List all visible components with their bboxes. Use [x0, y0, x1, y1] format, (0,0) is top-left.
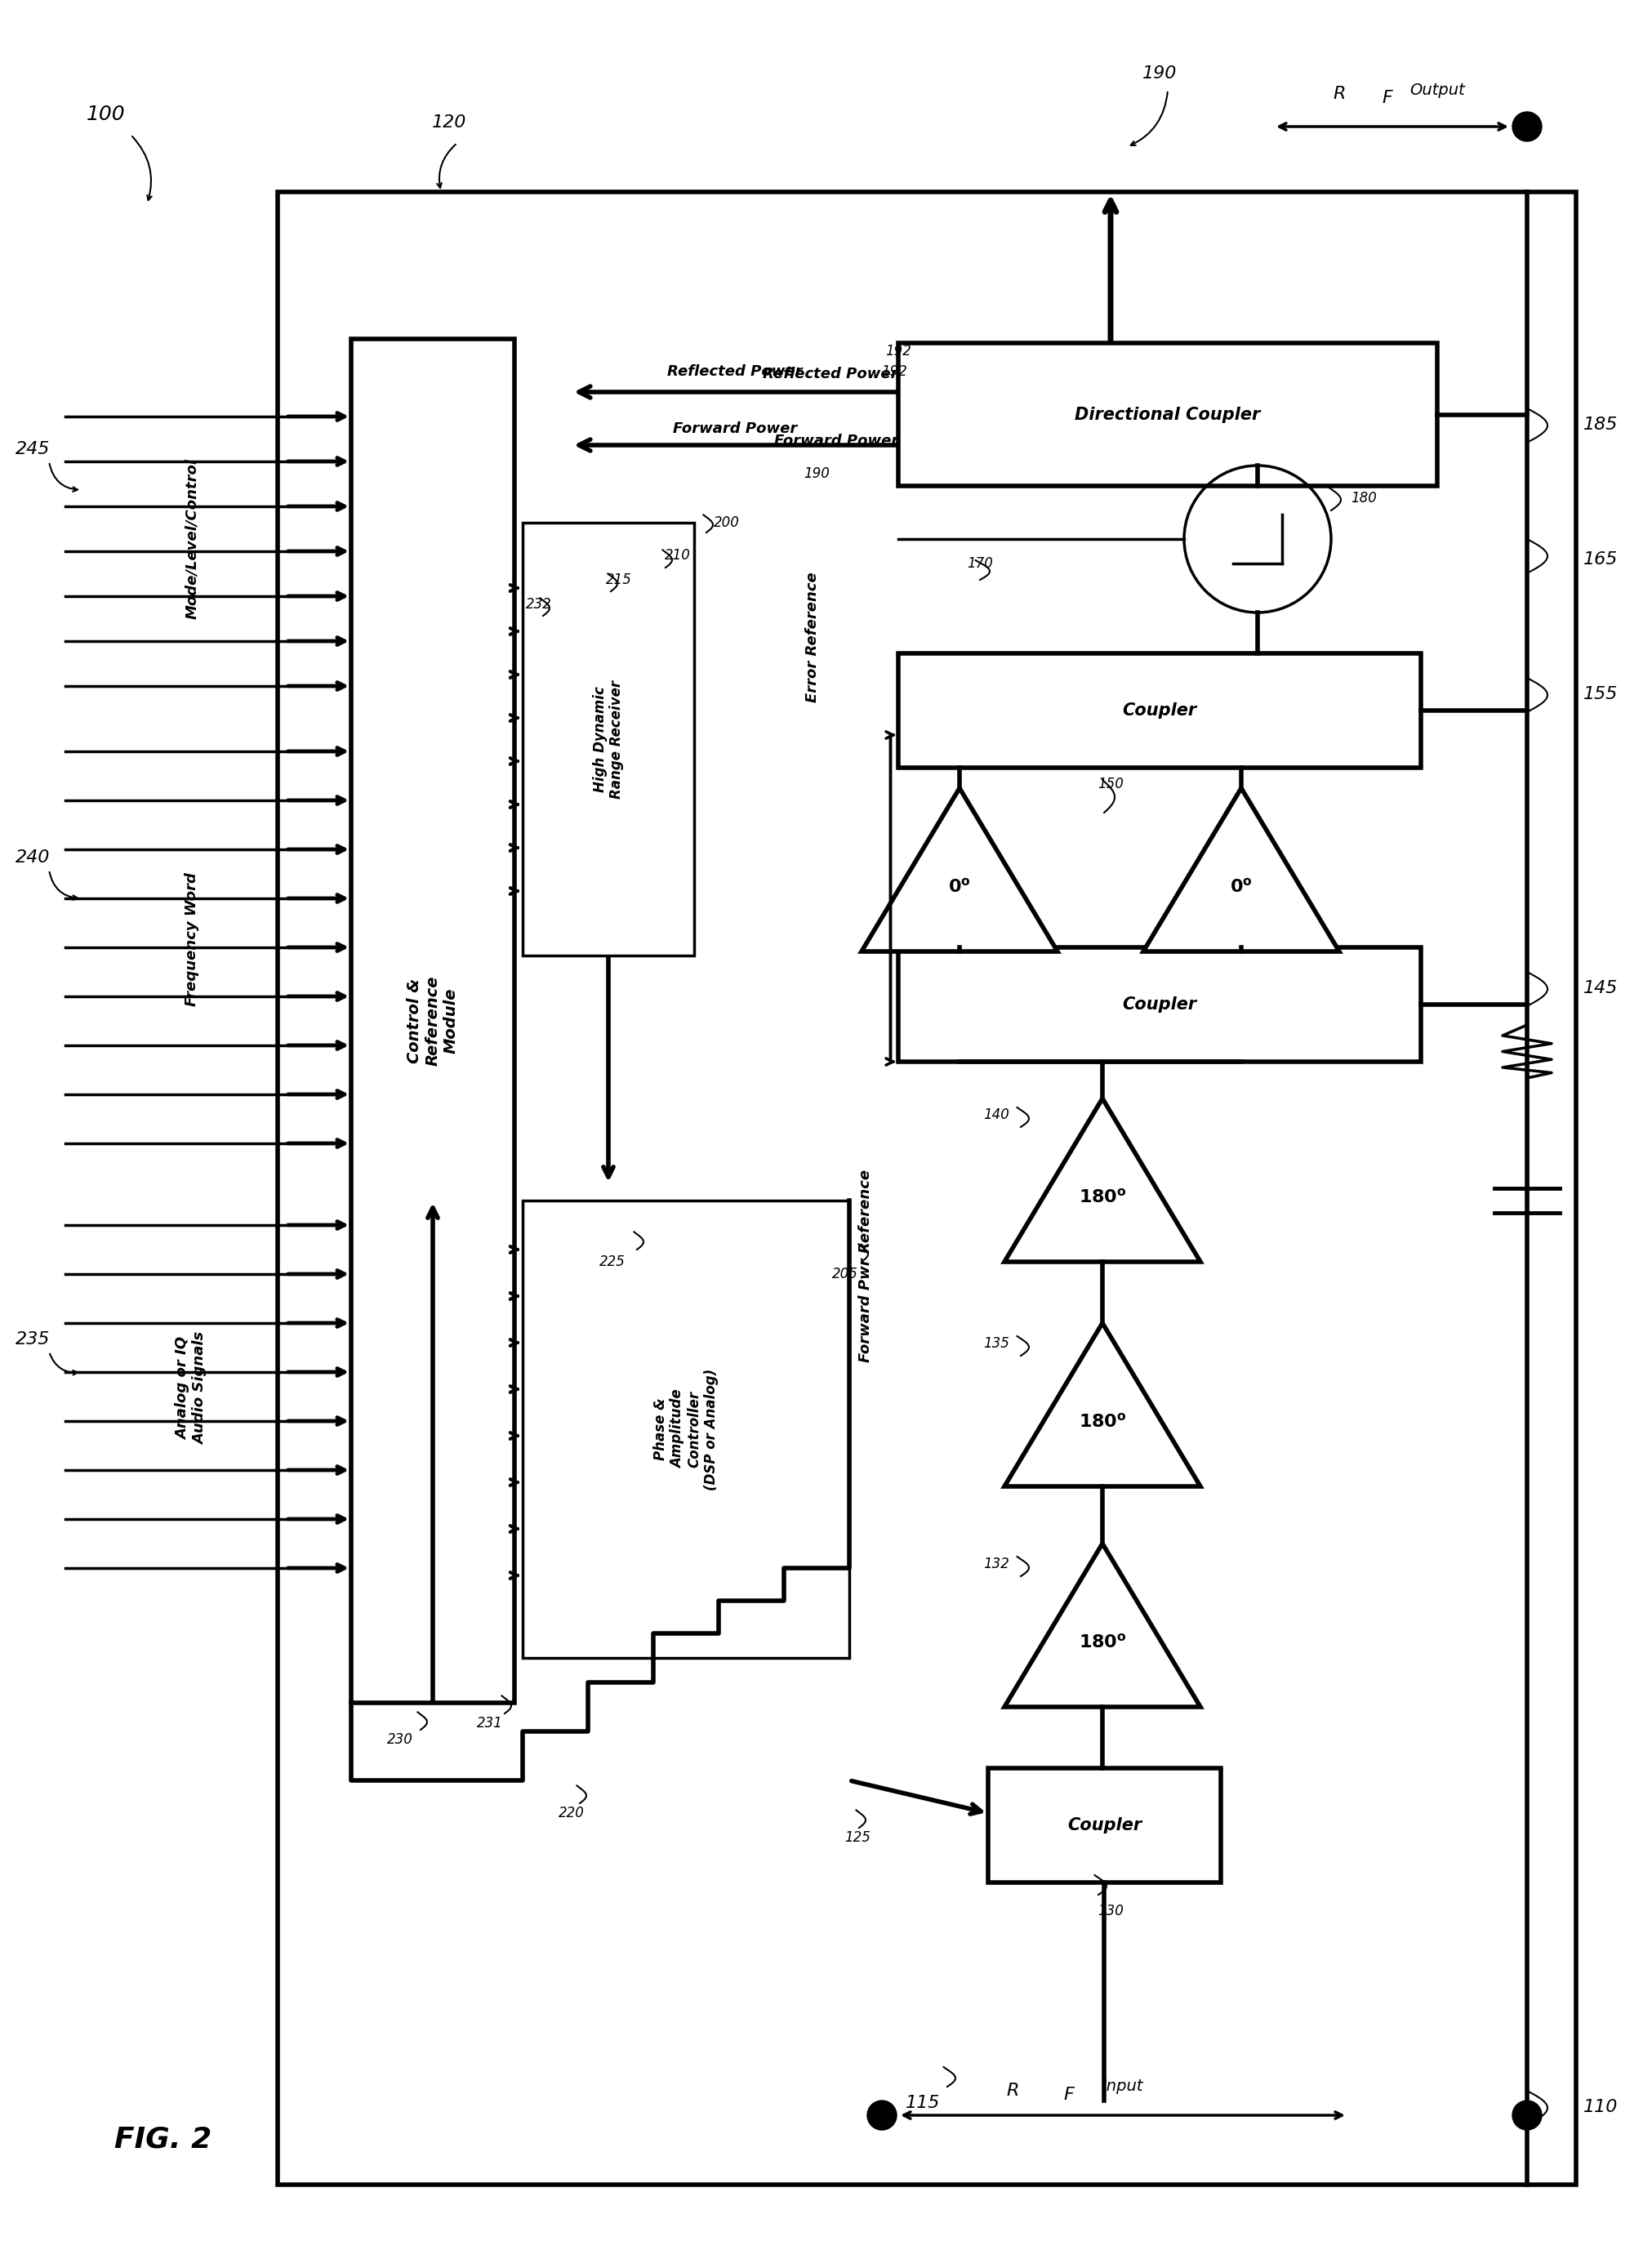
Text: 180: 180 — [1350, 490, 1376, 506]
Text: 135: 135 — [983, 1335, 1009, 1351]
Bar — [278, 192, 1576, 2184]
Text: 190: 190 — [1142, 66, 1176, 81]
Text: Reflected Power: Reflected Power — [763, 366, 897, 382]
Text: $\mathbf{0^o}$: $\mathbf{0^o}$ — [948, 876, 970, 895]
Text: Reflected Power: Reflected Power — [667, 364, 803, 380]
Text: Forward Pwr Reference: Forward Pwr Reference — [857, 1170, 872, 1362]
Circle shape — [867, 2101, 895, 2130]
Text: Coupler: Coupler — [1067, 1816, 1142, 1834]
Text: Output: Output — [1409, 81, 1464, 97]
Text: 132: 132 — [983, 1556, 1009, 1572]
Bar — [897, 947, 1421, 1062]
Text: 100: 100 — [86, 104, 126, 124]
Bar — [897, 343, 1437, 486]
Text: 235: 235 — [15, 1331, 50, 1349]
Text: $\mathit{F}$: $\mathit{F}$ — [1381, 90, 1394, 106]
Text: 165: 165 — [1583, 551, 1617, 567]
Text: 220: 220 — [558, 1805, 585, 1821]
Text: 110: 110 — [1583, 2099, 1617, 2114]
Text: 210: 210 — [664, 549, 691, 562]
Text: Mode/Level/Control: Mode/Level/Control — [185, 459, 200, 619]
Text: 231: 231 — [477, 1717, 502, 1730]
Text: Forward Power: Forward Power — [672, 422, 796, 436]
Text: Frequency Word: Frequency Word — [185, 872, 200, 1005]
Text: Coupler: Coupler — [1122, 996, 1196, 1012]
Text: Phase &
Amplitude
Controller
(DSP or Analog): Phase & Amplitude Controller (DSP or Ana… — [653, 1369, 719, 1491]
Text: 232: 232 — [525, 596, 552, 612]
Text: 170: 170 — [966, 556, 993, 572]
Polygon shape — [1004, 1098, 1199, 1263]
Polygon shape — [1004, 1324, 1199, 1486]
Text: Control &
Reference
Module: Control & Reference Module — [406, 976, 458, 1066]
Text: 120: 120 — [431, 115, 466, 131]
Bar — [988, 1769, 1221, 1882]
Text: Directional Coupler: Directional Coupler — [1074, 407, 1260, 422]
Text: 192: 192 — [881, 364, 907, 380]
Text: 205: 205 — [831, 1267, 857, 1281]
Text: Input: Input — [1102, 2078, 1143, 2094]
Text: 185: 185 — [1583, 416, 1617, 434]
Text: 230: 230 — [387, 1733, 413, 1746]
Text: 150: 150 — [1097, 777, 1123, 791]
Bar — [522, 522, 694, 956]
Text: Error Reference: Error Reference — [805, 572, 819, 703]
Text: High Dynamic
Range Receiver: High Dynamic Range Receiver — [591, 680, 624, 797]
Text: 130: 130 — [1097, 1904, 1123, 1918]
Text: 240: 240 — [15, 849, 50, 865]
Text: $\mathbf{180^o}$: $\mathbf{180^o}$ — [1079, 1188, 1125, 1206]
Text: FIG. 2: FIG. 2 — [114, 2126, 211, 2153]
Text: 245: 245 — [15, 441, 50, 456]
Text: 192: 192 — [885, 343, 910, 359]
Text: 200: 200 — [714, 515, 740, 531]
Text: 140: 140 — [983, 1107, 1009, 1123]
Text: 145: 145 — [1583, 980, 1617, 996]
Text: $\mathbf{0^o}$: $\mathbf{0^o}$ — [1229, 876, 1252, 895]
Polygon shape — [1143, 788, 1338, 951]
Polygon shape — [861, 788, 1057, 951]
Text: Coupler: Coupler — [1122, 703, 1196, 718]
Bar — [897, 653, 1421, 768]
Text: Forward Power: Forward Power — [773, 434, 897, 447]
Circle shape — [1512, 113, 1541, 142]
Polygon shape — [1004, 1543, 1199, 1708]
Text: $\mathbf{180^o}$: $\mathbf{180^o}$ — [1079, 1633, 1125, 1651]
Text: 115: 115 — [905, 2094, 940, 2112]
Text: $\mathit{R}$: $\mathit{R}$ — [1006, 2083, 1018, 2099]
Text: $\mathit{R}$: $\mathit{R}$ — [1332, 86, 1345, 102]
Text: 215: 215 — [606, 572, 631, 587]
Text: $\mathbf{180^o}$: $\mathbf{180^o}$ — [1079, 1412, 1125, 1430]
Bar — [350, 339, 514, 1703]
Text: 155: 155 — [1583, 687, 1617, 703]
Text: 225: 225 — [600, 1254, 624, 1270]
Text: 190: 190 — [803, 465, 829, 481]
Text: Analog or IQ
Audio Signals: Analog or IQ Audio Signals — [177, 1333, 208, 1446]
Bar — [522, 1200, 849, 1658]
Text: $\mathit{F}$: $\mathit{F}$ — [1064, 2087, 1075, 2103]
Circle shape — [1512, 2101, 1541, 2130]
Text: 125: 125 — [844, 1830, 871, 1846]
